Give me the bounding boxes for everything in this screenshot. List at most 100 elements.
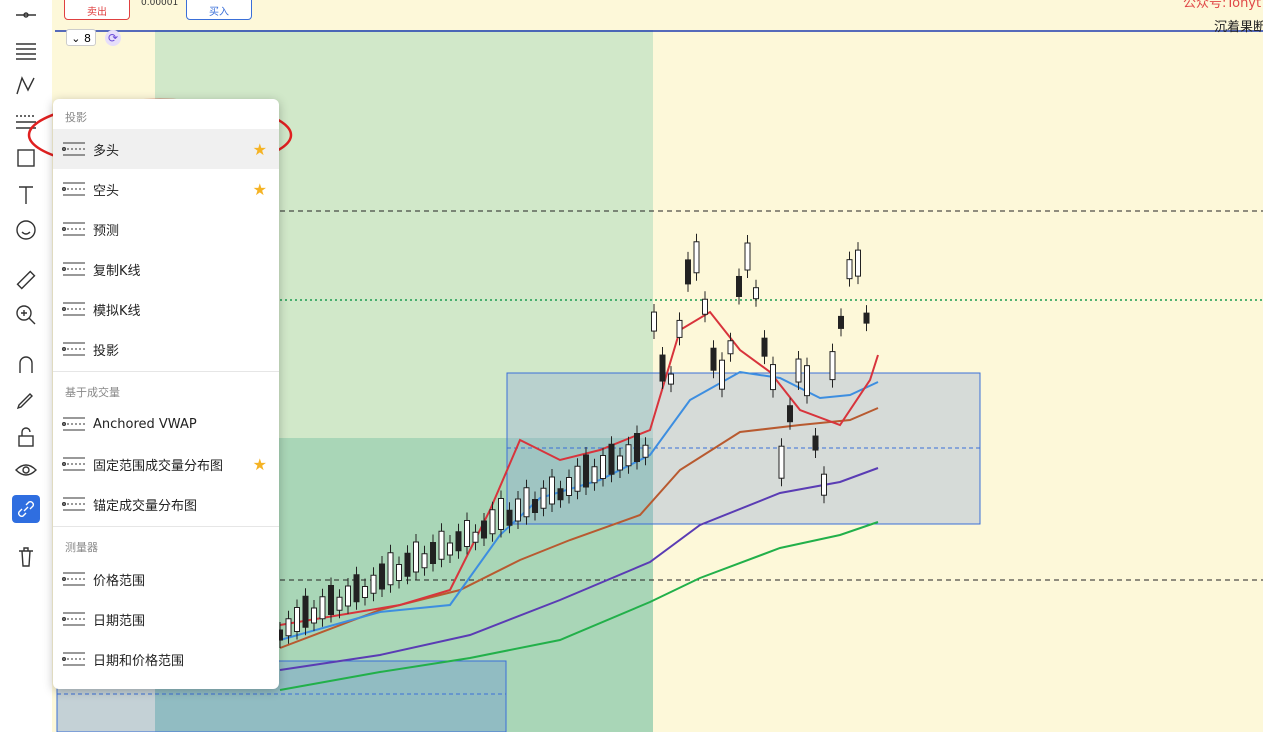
- menu-item-label: 日期范围: [93, 613, 146, 629]
- candle-body: [778, 445, 785, 479]
- tool-icon[interactable]: [12, 36, 40, 64]
- menu-item[interactable]: 复制K线: [53, 249, 279, 289]
- menu-item-label: 锚定成交量分布图: [93, 498, 198, 514]
- tool-icon[interactable]: [12, 301, 40, 329]
- candle-body: [651, 311, 657, 332]
- candle-body: [736, 275, 742, 297]
- ma-line: [279, 467, 879, 671]
- menu-item[interactable]: 锚定成交量分布图: [53, 484, 279, 524]
- candle-body: [353, 574, 360, 603]
- menu-item-label: 固定范围成交量分布图: [93, 458, 224, 474]
- menu-item-label: 日期和价格范围: [93, 653, 185, 669]
- favorite-star[interactable]: ★: [252, 139, 267, 159]
- candle-body: [685, 259, 691, 285]
- ma-line: [279, 370, 879, 641]
- separator: [53, 526, 279, 527]
- candle-body: [659, 354, 666, 382]
- tool-menu: 投影 多头 ★ 空头 ★ 预测 复制K线 模拟K线 投影 基于成交量 Anchored VWAP 固定…: [53, 99, 279, 689]
- tool-icon[interactable]: [12, 386, 40, 414]
- candle-body: [481, 520, 487, 539]
- menu-item[interactable]: 日期范围: [53, 599, 279, 639]
- menu-item[interactable]: 空头 ★: [53, 169, 279, 209]
- tool-icon[interactable]: [12, 72, 40, 100]
- tool-icon[interactable]: [12, 543, 40, 571]
- menu-item[interactable]: 日期和价格范围: [53, 639, 279, 679]
- candles: [277, 233, 870, 648]
- candle-body: [829, 351, 836, 381]
- candle-body: [727, 340, 734, 355]
- menu-item-label: 空头: [93, 183, 120, 199]
- menu-item-label: Anchored VWAP: [93, 416, 197, 432]
- candle-body: [557, 488, 564, 501]
- candle-body: [693, 241, 700, 274]
- menu-item[interactable]: 模拟K线: [53, 289, 279, 329]
- candle-body: [574, 465, 581, 492]
- candle-body: [455, 531, 462, 552]
- motto: 沉着果断: [1214, 20, 1263, 35]
- candle-body: [370, 574, 377, 594]
- menu-item-label: 复制K线: [93, 263, 141, 279]
- candle-body: [625, 444, 632, 467]
- candle-body: [770, 364, 776, 391]
- section-title: 测量器: [65, 541, 98, 554]
- menu-item[interactable]: 价格范围: [53, 559, 279, 599]
- candle-body: [583, 454, 589, 488]
- tool-icon[interactable]: [12, 495, 40, 523]
- candle-body: [761, 337, 768, 357]
- tool-icon[interactable]: [12, 1, 40, 29]
- candle-body: [362, 586, 368, 598]
- candle-body: [702, 298, 708, 315]
- menu-item-label: 多头: [93, 143, 120, 159]
- candle-body: [328, 585, 334, 615]
- tool-icon[interactable]: [12, 181, 40, 209]
- menu-item[interactable]: 多头 ★: [53, 129, 279, 169]
- candle-body: [379, 563, 385, 590]
- tool-icon[interactable]: [12, 266, 40, 294]
- candle-body: [591, 466, 598, 484]
- menu-item[interactable]: 固定范围成交量分布图 ★: [53, 444, 279, 484]
- candle-body: [506, 509, 513, 526]
- tool-icon[interactable]: [12, 423, 40, 451]
- candle-body: [430, 542, 436, 564]
- candle-body: [413, 541, 419, 573]
- candle-body: [302, 595, 309, 628]
- candle-body: [634, 433, 640, 462]
- candle-body: [345, 585, 351, 607]
- toolbar: [0, 0, 52, 732]
- interval: 8: [84, 32, 91, 45]
- refresh-icon[interactable]: ⟳: [105, 30, 121, 46]
- candle-body: [838, 315, 844, 329]
- candle-body: [710, 347, 717, 371]
- favorite-star[interactable]: ★: [252, 179, 267, 199]
- tool-icon[interactable]: [12, 216, 40, 244]
- candle-body: [863, 312, 870, 324]
- candle-body: [821, 473, 827, 496]
- menu-item[interactable]: 预测: [53, 209, 279, 249]
- candle-body: [294, 607, 300, 632]
- candle-body: [600, 455, 606, 479]
- candle-body: [447, 542, 453, 556]
- candle-body: [719, 359, 725, 390]
- tool-icon[interactable]: [12, 144, 40, 172]
- candle-body: [668, 373, 674, 385]
- buy-button[interactable]: 买入: [186, 0, 252, 20]
- candle-body: [812, 435, 819, 451]
- candle-body: [311, 607, 317, 624]
- tool-icon[interactable]: [12, 351, 40, 379]
- candle-body: [617, 455, 623, 471]
- candle-body: [787, 405, 793, 423]
- tool-icon[interactable]: [12, 456, 40, 484]
- candle-body: [855, 249, 861, 277]
- menu-item-label: 模拟K线: [93, 303, 141, 319]
- section-title: 投影: [65, 111, 87, 124]
- candle-body: [285, 618, 292, 637]
- candle-body: [464, 520, 470, 547]
- menu-item[interactable]: Anchored VWAP: [53, 404, 279, 444]
- sell-button[interactable]: 卖出: [64, 0, 130, 20]
- candle-body: [489, 509, 496, 535]
- interval-selector[interactable]: ⌄ 8: [66, 29, 96, 46]
- menu-item[interactable]: 投影: [53, 329, 279, 369]
- candle-body: [498, 498, 504, 530]
- favorite-star[interactable]: ★: [252, 454, 267, 474]
- candle-body: [515, 498, 521, 522]
